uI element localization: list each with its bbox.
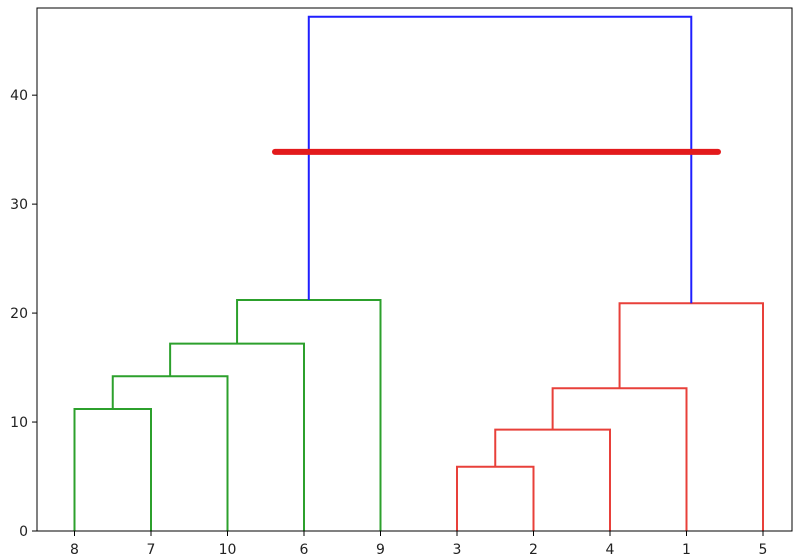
x-tick-label: 8 [70, 542, 79, 556]
x-tick-label: 7 [147, 542, 156, 556]
dendrogram-link [169, 342, 305, 531]
y-tick-label: 20 [10, 306, 28, 322]
x-tick-label: 6 [300, 542, 309, 556]
x-axis: 8 7 10 6 9 3 2 4 1 5 [70, 531, 767, 556]
x-tick-label: 10 [219, 542, 237, 556]
dendrogram-link [73, 407, 152, 531]
y-axis: 0 10 20 30 40 [10, 88, 37, 540]
x-tick-label: 9 [376, 542, 385, 556]
plot-frame [36, 7, 793, 532]
y-tick-label: 10 [10, 415, 28, 431]
dendrogram-link [456, 465, 535, 531]
dendrogram-link [307, 15, 693, 304]
x-tick-label: 3 [453, 542, 462, 556]
y-tick-label: 0 [19, 524, 28, 540]
x-tick-label: 1 [682, 542, 691, 556]
dendrogram-link [111, 375, 229, 531]
dendrogram-link [551, 387, 688, 531]
x-tick-label: 5 [759, 542, 768, 556]
dendrogram-link [494, 428, 611, 531]
y-tick-label: 30 [10, 197, 28, 213]
x-tick-label: 2 [529, 542, 538, 556]
dendrogram-link [236, 299, 382, 531]
x-tick-label: 4 [606, 542, 615, 556]
y-tick-label: 40 [10, 88, 28, 104]
dendrogram-link [618, 302, 764, 531]
dendrogram-links [73, 15, 764, 531]
